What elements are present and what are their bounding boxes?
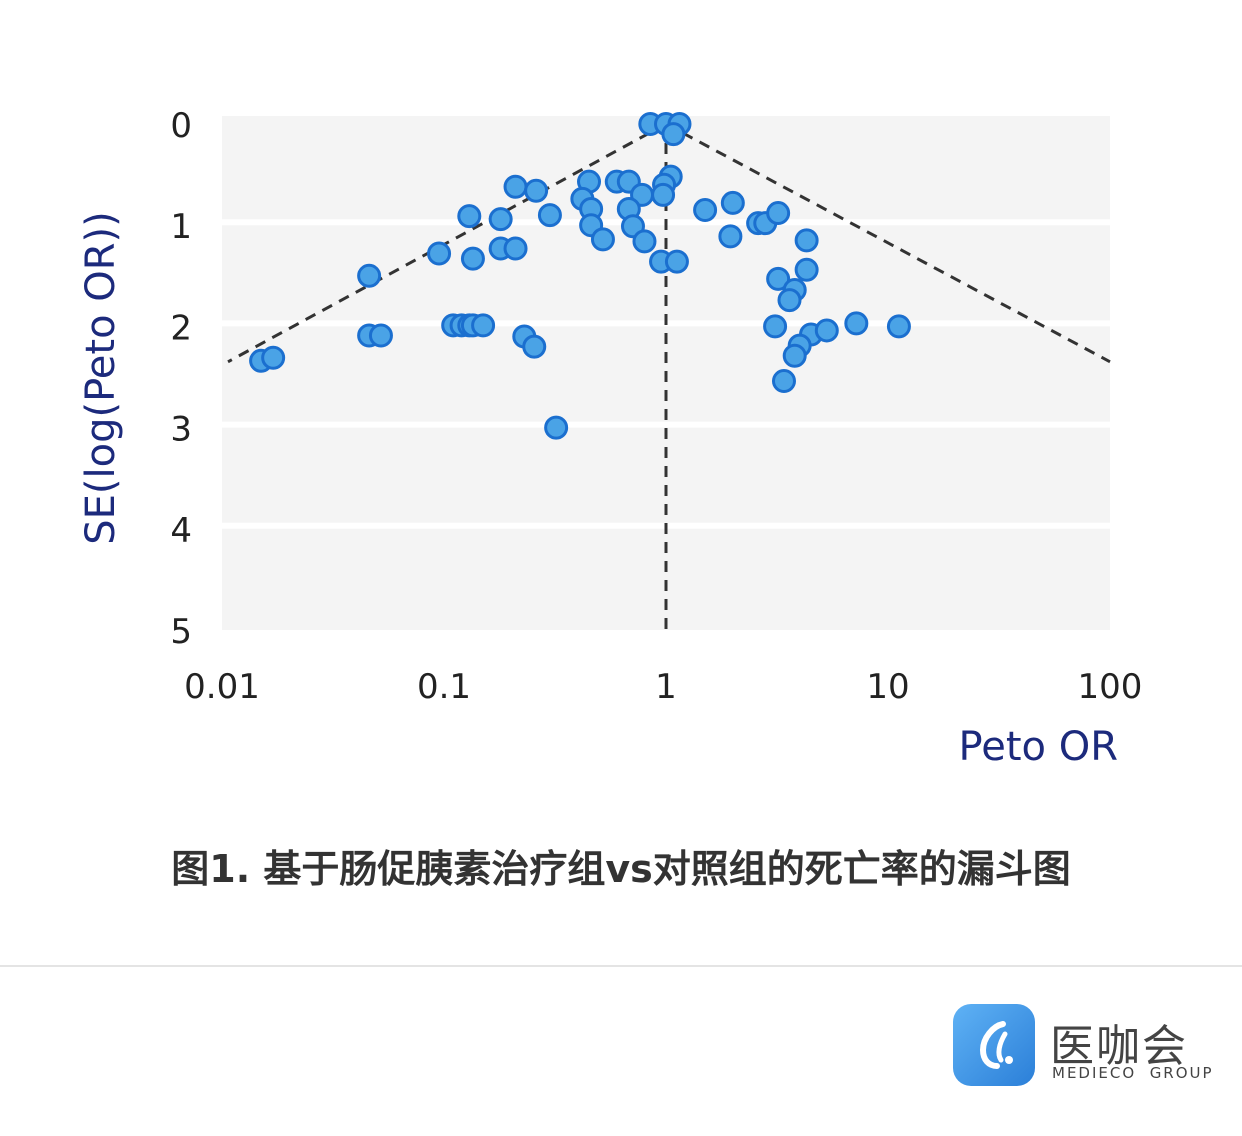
- data-point: [460, 246, 485, 271]
- data-point: [794, 228, 819, 253]
- data-point: [777, 288, 802, 313]
- x-axis-title: Peto OR: [959, 724, 1118, 770]
- data-point: [590, 227, 615, 252]
- funnel-left-limit: [227, 122, 667, 364]
- figure-caption: 图1. 基于肠促胰素治疗组vs对照组的死亡率的漏斗图: [171, 847, 1071, 891]
- data-point: [766, 266, 791, 291]
- x-tick-label: 100: [1078, 667, 1143, 707]
- x-tick-label: 1: [655, 667, 677, 707]
- data-point: [651, 182, 676, 207]
- y-axis-ticks: 0 1 2 3 4 5: [170, 106, 192, 652]
- data-point: [357, 263, 382, 288]
- y-tick-label: 0: [170, 106, 192, 146]
- funnel-lines: [227, 122, 1111, 630]
- data-points: [249, 112, 911, 440]
- data-point: [814, 318, 839, 343]
- data-point: [471, 313, 496, 338]
- x-axis-ticks: 0.01 0.1 1 10 100: [184, 667, 1142, 707]
- data-point: [771, 369, 796, 394]
- y-tick-label: 4: [170, 511, 192, 551]
- data-point: [782, 343, 807, 368]
- data-point: [427, 241, 452, 266]
- brand-name-en: MEDIECO GROUP: [1052, 1064, 1214, 1082]
- divider: [0, 965, 1242, 967]
- data-point: [693, 198, 718, 223]
- data-point: [524, 178, 549, 203]
- data-point: [664, 249, 689, 274]
- x-tick-label: 10: [866, 667, 909, 707]
- brand-name-cn: 医咖会: [1050, 1021, 1188, 1072]
- data-point: [522, 334, 547, 359]
- data-point: [537, 203, 562, 228]
- data-point: [661, 122, 686, 147]
- data-point: [457, 204, 482, 229]
- data-point: [488, 207, 513, 232]
- data-point: [503, 236, 528, 261]
- data-point: [886, 314, 911, 339]
- data-point: [844, 311, 869, 336]
- y-tick-label: 1: [170, 207, 192, 247]
- data-point: [503, 174, 528, 199]
- y-tick-label: 5: [170, 612, 192, 652]
- y-axis-title: SE(log(Peto OR)): [78, 211, 124, 545]
- data-point: [794, 257, 819, 282]
- data-point: [718, 224, 743, 249]
- funnel-right-limit: [665, 122, 1111, 364]
- funnel-plot: 0 1 2 3 4 5 0.01 0.1 1 10 100 SE(log(Peto OR)) Pe…: [78, 106, 1142, 770]
- x-tick-label: 0.01: [184, 667, 260, 707]
- medieco-logo-icon: [953, 1004, 1035, 1086]
- data-point: [720, 190, 745, 215]
- data-point: [766, 201, 791, 226]
- x-tick-label: 0.1: [417, 667, 471, 707]
- data-point: [368, 323, 393, 348]
- data-point: [544, 415, 569, 440]
- data-point: [763, 314, 788, 339]
- y-tick-label: 3: [170, 410, 192, 450]
- data-point: [261, 345, 286, 370]
- y-tick-label: 2: [170, 308, 192, 348]
- data-point: [632, 229, 657, 254]
